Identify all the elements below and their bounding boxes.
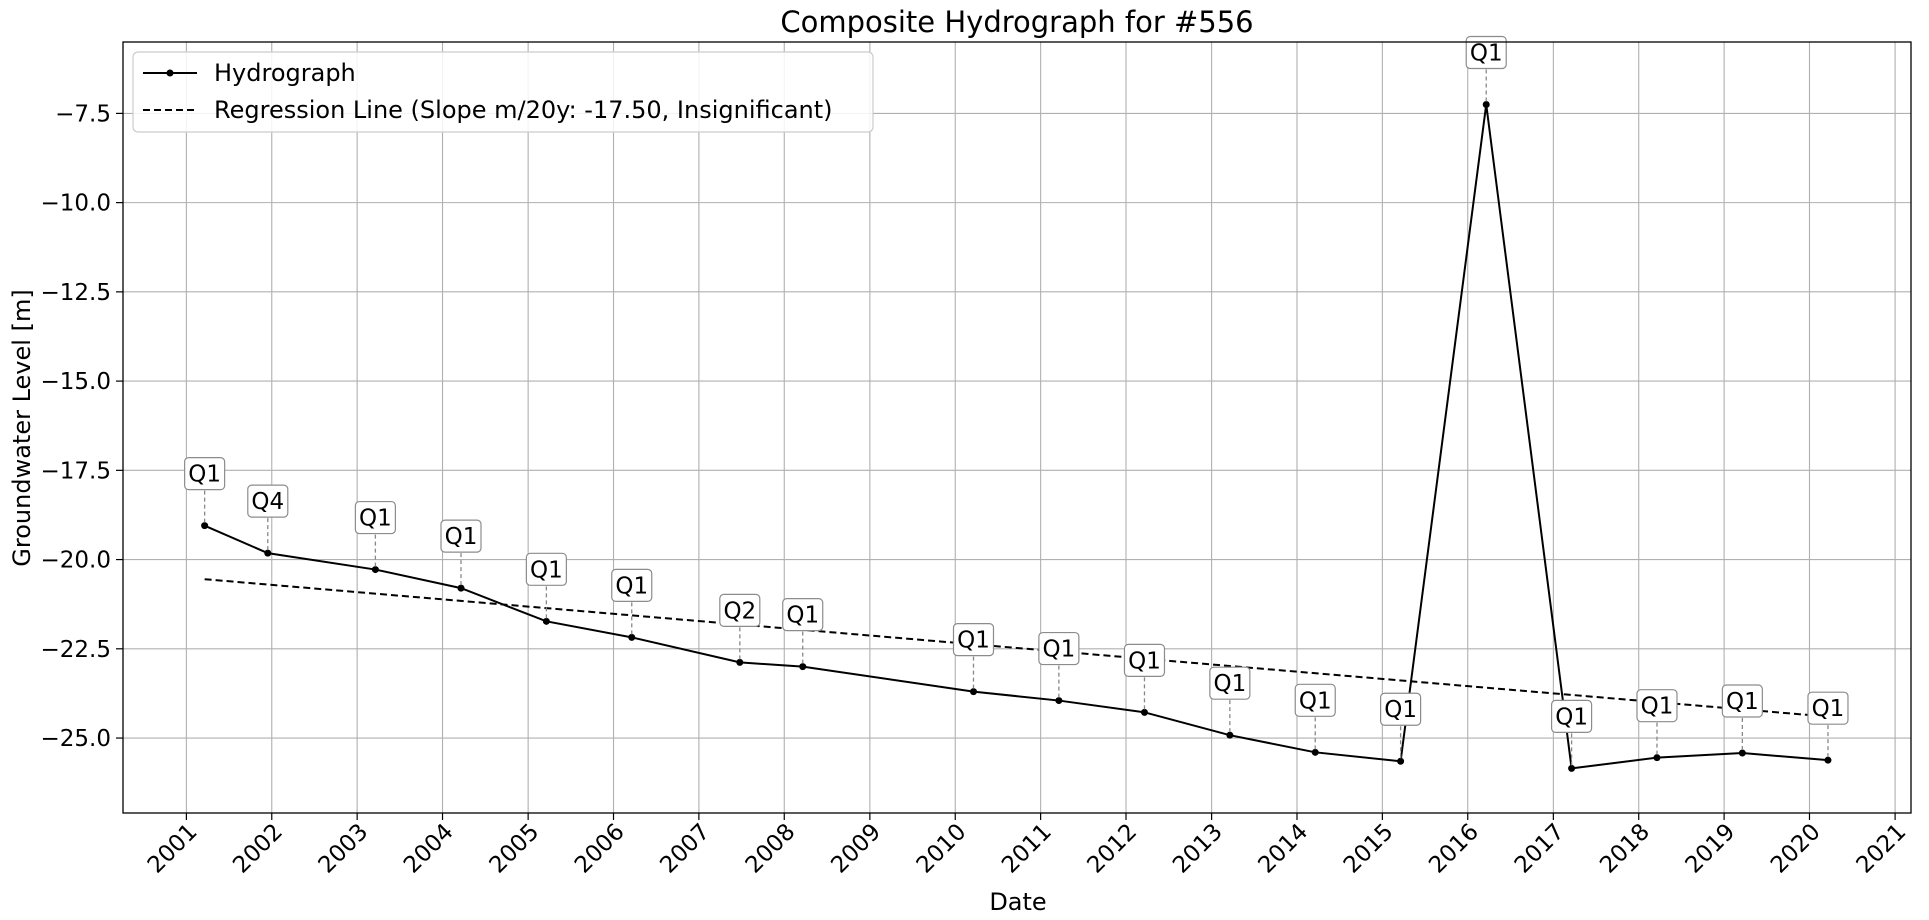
plot-area-frame — [122, 41, 1912, 814]
quarter-label: Q1 — [1812, 696, 1845, 722]
hydrograph-point — [1140, 708, 1148, 716]
annotation-box — [184, 457, 226, 491]
hydrograph-point — [1568, 764, 1576, 772]
annotation-box — [1550, 699, 1593, 733]
quarter-label: Q1 — [445, 524, 478, 550]
hydrograph-point — [969, 688, 977, 696]
quarter-label: Q1 — [1555, 704, 1588, 730]
annotation-box — [1380, 692, 1422, 726]
quarter-label: Q1 — [1128, 648, 1161, 674]
regression-series — [204, 578, 1829, 718]
quarter-label: Q1 — [359, 506, 392, 532]
legend-box — [132, 51, 874, 133]
y-axis-ticks: −7.5 −10.0 −12.5 −15.0 −17.5 −20.0 −22.5 −25.0 — [41, 101, 123, 752]
quarter-annotations: Q1 Q4 Q1 Q1 Q1 Q1 Q2 Q1 Q1 Q1 Q1 Q1 Q1 Q1 Q1 Q1 Q1 Q1 Q1 — [184, 35, 1849, 766]
quarter-label: Q4 — [251, 489, 284, 515]
annotation-box — [1465, 35, 1507, 70]
quarter-label: Q1 — [615, 573, 648, 599]
hydrograph-point — [371, 566, 379, 574]
hydrograph-point — [264, 549, 272, 557]
y-tick-label: −7.5 — [55, 101, 111, 127]
annotation-box — [1721, 684, 1763, 718]
annotation-box — [354, 500, 396, 535]
y-tick-label: −15.0 — [41, 369, 111, 395]
quarter-label: Q1 — [1641, 694, 1674, 720]
hydrograph-point — [1653, 754, 1661, 762]
quarter-label: Q1 — [530, 557, 563, 583]
quarter-label: Q1 — [957, 628, 990, 654]
hydrograph-point — [1824, 756, 1832, 764]
quarter-label: Q2 — [723, 598, 756, 624]
y-tick-label: −17.5 — [41, 458, 111, 484]
legend-hydrograph-label: Hydrograph — [214, 59, 356, 87]
y-axis-label: Groundwater Level [m] — [8, 289, 36, 566]
quarter-label: Q1 — [188, 462, 221, 488]
legend: Hydrograph Regression Line (Slope m/20y: … — [132, 51, 874, 133]
quarter-label: Q1 — [1470, 40, 1503, 66]
annotation-box — [1209, 666, 1251, 700]
hydrograph-point — [1738, 749, 1746, 757]
legend-regression-label: Regression Line (Slope m/20y: -17.50, In… — [214, 96, 833, 124]
hydrograph-point — [542, 617, 550, 625]
hydrograph-point — [1397, 757, 1405, 765]
annotation-box — [525, 552, 567, 586]
quarter-label: Q1 — [1213, 671, 1246, 697]
annotation-box — [611, 568, 653, 602]
annotation-box — [440, 519, 482, 553]
y-tick-label: −12.5 — [41, 280, 111, 306]
hydrograph-point — [1482, 100, 1490, 108]
hydrograph-point — [1226, 731, 1234, 739]
hydrograph-point — [457, 584, 465, 592]
y-tick-label: −20.0 — [41, 548, 111, 574]
hydrograph-point — [1311, 748, 1319, 756]
y-tick-label: −22.5 — [41, 637, 111, 663]
hydrograph-point — [1055, 697, 1063, 705]
hydrograph-point — [201, 522, 209, 530]
chart-title: Composite Hydrograph for #556 — [780, 5, 1253, 39]
annotation-box — [1294, 683, 1336, 717]
legend-hydrograph-marker — [166, 69, 174, 77]
annotation-box — [1636, 689, 1678, 723]
regression-line — [204, 578, 1829, 718]
quarter-label: Q1 — [786, 603, 819, 629]
annotation-box — [247, 484, 289, 518]
annotation-box — [719, 593, 761, 627]
quarter-label: Q1 — [1384, 697, 1417, 723]
quarter-label: Q1 — [1042, 637, 1075, 663]
hydrograph-point — [628, 633, 636, 641]
annotation-box — [1123, 643, 1166, 677]
quarter-label: Q1 — [1726, 689, 1759, 715]
y-tick-label: −25.0 — [41, 726, 111, 752]
annotation-box — [782, 598, 824, 632]
quarter-label: Q1 — [1299, 688, 1332, 714]
hydrograph-point — [736, 658, 744, 666]
hydrograph-series — [201, 100, 1832, 772]
y-tick-label: −10.0 — [41, 191, 111, 217]
annotation-box — [1038, 631, 1080, 666]
x-axis-label: Date — [989, 888, 1046, 916]
annotation-box — [952, 623, 995, 657]
annotation-box — [1807, 691, 1849, 725]
hydrograph-point — [799, 663, 807, 671]
